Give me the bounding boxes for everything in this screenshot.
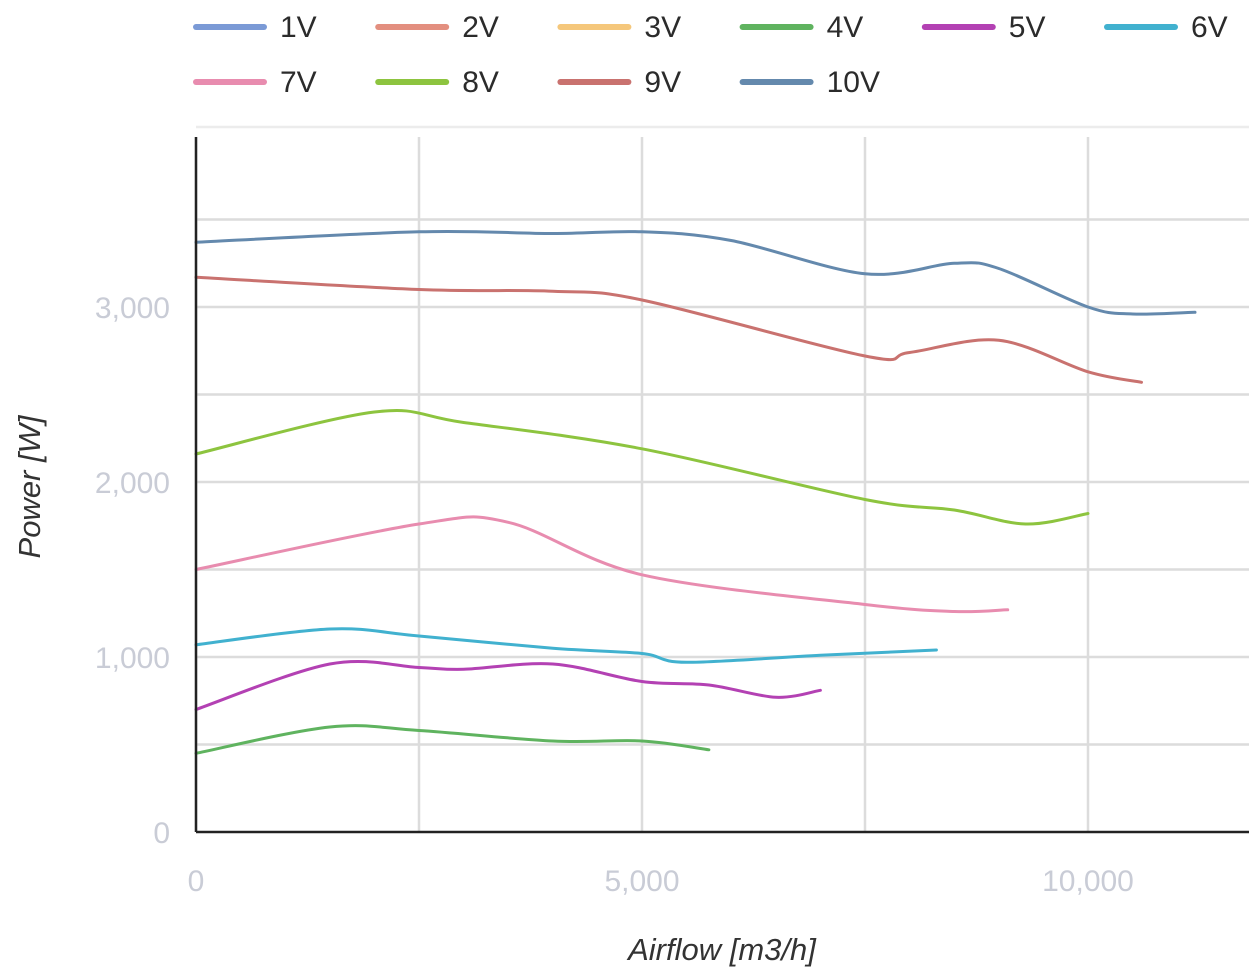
y-axis-title: Power [W] (12, 414, 47, 558)
series-line-7v[interactable] (194, 515, 1010, 614)
legend-label: 3V (644, 11, 681, 44)
legend-item-8v[interactable]: 8V (375, 66, 499, 99)
legend-item-10v[interactable]: 10V (739, 66, 880, 99)
x-tick-label: 10,000 (1042, 865, 1134, 898)
legend-label: 10V (827, 66, 880, 99)
x-tick-label: 0 (188, 865, 205, 898)
plot-area (194, 229, 1197, 755)
legend-item-9v[interactable]: 9V (557, 66, 681, 99)
y-tick-label: 2,000 (95, 467, 170, 500)
legend[interactable]: 1V 2V 3V 4V 5V 6V 7V 8V 9V 10V (193, 11, 1228, 99)
series-line-9v[interactable] (194, 275, 1143, 384)
x-tick-label: 5,000 (604, 865, 679, 898)
legend-label: 4V (827, 11, 864, 44)
legend-label: 7V (280, 66, 317, 99)
y-tick-label: 0 (153, 817, 170, 850)
series-line-5v[interactable] (194, 659, 822, 711)
legend-label: 2V (462, 11, 499, 44)
y-tick-label: 3,000 (95, 292, 170, 325)
grid-lines (194, 137, 1249, 832)
legend-item-3v[interactable]: 3V (557, 11, 681, 44)
y-axis-ticks: 0 1,000 2,000 3,000 (95, 292, 170, 850)
legend-item-1v[interactable]: 1V (193, 11, 317, 44)
series-line-4v[interactable] (194, 724, 711, 755)
series-line-8v[interactable] (194, 409, 1090, 526)
legend-label: 6V (1191, 11, 1228, 44)
legend-item-6v[interactable]: 6V (1104, 11, 1228, 44)
legend-label: 5V (1009, 11, 1046, 44)
legend-label: 1V (280, 11, 317, 44)
legend-item-7v[interactable]: 7V (193, 66, 317, 99)
legend-item-2v[interactable]: 2V (375, 11, 499, 44)
legend-item-4v[interactable]: 4V (739, 11, 864, 44)
x-axis-ticks: 0 5,000 10,000 (188, 865, 1134, 898)
legend-item-5v[interactable]: 5V (921, 11, 1046, 44)
x-axis-title: Airflow [m3/h] (626, 932, 817, 967)
legend-label: 8V (462, 66, 499, 99)
legend-label: 9V (644, 66, 681, 99)
y-tick-label: 1,000 (95, 642, 170, 675)
series-line-6v[interactable] (194, 627, 938, 664)
series-line-10v[interactable] (194, 229, 1197, 316)
